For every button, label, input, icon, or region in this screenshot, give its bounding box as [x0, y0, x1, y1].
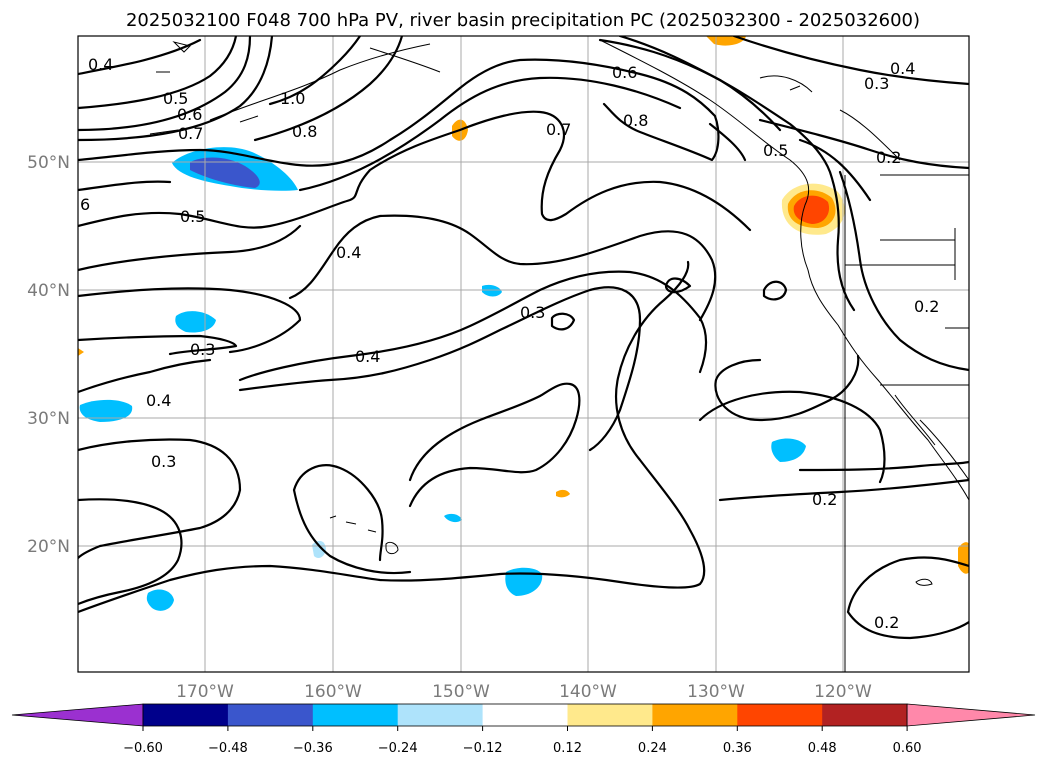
lon-label-140w: 140°W — [559, 682, 617, 702]
colorbar-tick-label: −0.36 — [293, 741, 333, 756]
colorbar-tick-label: 0.36 — [723, 741, 752, 756]
contour-label: 1.0 — [280, 89, 305, 108]
contour-label: 0.3 — [520, 303, 545, 322]
colorbar-tick-label: 0.24 — [638, 741, 667, 756]
colorbar-cell — [397, 704, 484, 726]
contour-label: 0.3 — [864, 74, 889, 93]
colorbar-cell — [143, 704, 229, 726]
contour-label: 0.4 — [355, 347, 380, 366]
colorbar-cell — [482, 704, 568, 726]
lat-label-20n: 20°N — [27, 537, 70, 557]
contour-label: 0.5 — [763, 141, 788, 160]
contour-label: 0.5 — [180, 207, 205, 226]
colorbar-extend-min — [11, 703, 144, 727]
contour-label: 0.4 — [890, 59, 915, 78]
colorbar: −0.60 −0.48 −0.36 −0.24 −0.12 0.12 0.24 0.36 0.4… — [11, 703, 1036, 756]
map-title: 2025032100 F048 700 hPa PV, river basin … — [126, 10, 920, 31]
colorbar-tick-label: −0.48 — [208, 741, 248, 756]
coastlines — [149, 39, 969, 672]
colorbar-tick-label: −0.12 — [463, 741, 503, 756]
colorbar-outline — [142, 703, 908, 727]
map-panel: 0.4 0.5 0.6 0.7 1.0 0.8 0.6 0.8 0.7 0.4 … — [78, 36, 969, 672]
contour-label: 0.6 — [612, 63, 637, 82]
contour-label: 0.2 — [876, 148, 901, 167]
contour-labels: 0.4 0.5 0.6 0.7 1.0 0.8 0.6 0.8 0.7 0.4 … — [80, 55, 939, 632]
lat-label-40n: 40°N — [27, 281, 70, 301]
pv-contours — [78, 36, 969, 640]
contour-label: 0.3 — [190, 340, 215, 359]
colorbar-cell — [567, 704, 653, 726]
lon-label-120w: 120°W — [814, 682, 872, 702]
contour-label: 0.2 — [914, 297, 939, 316]
contour-label: 0.2 — [812, 490, 837, 509]
colorbar-cell — [822, 704, 908, 726]
colorbar-cell — [227, 704, 314, 726]
colorbar-extend-max — [906, 703, 1036, 727]
latitude-labels: 50°N 40°N 30°N 20°N — [27, 153, 70, 557]
colorbar-tick-label: 0.60 — [893, 741, 922, 756]
colorbar-cell — [652, 704, 738, 726]
colorbar-tick-label: 0.48 — [808, 741, 837, 756]
contour-label: 0.4 — [146, 391, 171, 410]
contour-label: 0.7 — [178, 124, 203, 143]
map-frame — [77, 35, 970, 673]
contour-label: 0.4 — [88, 55, 113, 74]
longitude-labels: 170°W 160°W 150°W 140°W 130°W 120°W — [176, 682, 872, 702]
contour-label: 0.2 — [874, 613, 899, 632]
colorbar-cell — [312, 704, 399, 726]
lat-label-50n: 50°N — [27, 153, 70, 173]
lon-label-160w: 160°W — [304, 682, 362, 702]
colorbar-tick-label: −0.24 — [378, 741, 418, 756]
contour-label: 0.8 — [623, 111, 648, 130]
contour-label: 0.4 — [336, 243, 361, 262]
contour-label: 0.8 — [292, 122, 317, 141]
contour-label: 0.3 — [151, 452, 176, 471]
lon-label-170w: 170°W — [176, 682, 234, 702]
lon-label-150w: 150°W — [432, 682, 490, 702]
lat-label-30n: 30°N — [27, 409, 70, 429]
contour-label: 0.5 — [163, 89, 188, 108]
contour-label: 0.7 — [546, 120, 571, 139]
lon-label-130w: 130°W — [687, 682, 745, 702]
contour-label: 6 — [80, 195, 90, 214]
colorbar-cell — [737, 704, 823, 726]
contour-label: 0.6 — [177, 105, 202, 124]
colorbar-tick-label: −0.60 — [123, 741, 163, 756]
precipitation-shading — [78, 36, 969, 611]
colorbar-tick-label: 0.12 — [553, 741, 582, 756]
